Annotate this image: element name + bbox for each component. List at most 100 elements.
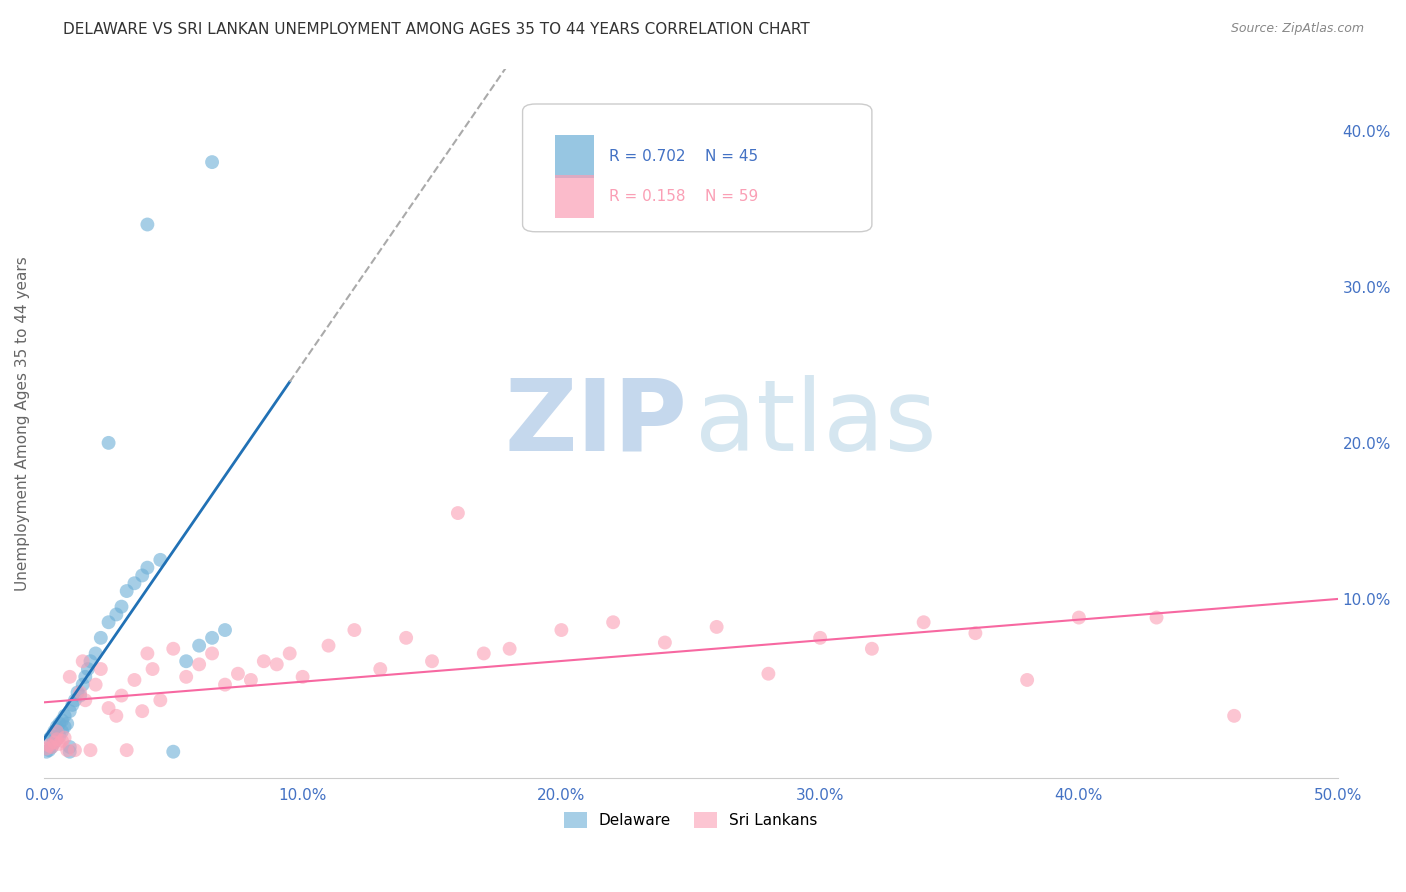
- Point: [72, 678, 94, 692]
- Point: [291, 670, 314, 684]
- Point: [808, 631, 831, 645]
- Point: [51, 724, 73, 739]
- Point: [278, 647, 301, 661]
- Point: [214, 623, 236, 637]
- Point: [131, 568, 153, 582]
- Point: [395, 631, 418, 645]
- Point: [56, 743, 79, 757]
- Point: [79, 743, 101, 757]
- Point: [35, 741, 58, 756]
- Point: [97, 701, 120, 715]
- Point: [45, 720, 67, 734]
- Point: [53, 731, 76, 745]
- Point: [48, 737, 70, 751]
- Point: [115, 584, 138, 599]
- Text: DELAWARE VS SRI LANKAN UNEMPLOYMENT AMONG AGES 35 TO 44 YEARS CORRELATION CHART: DELAWARE VS SRI LANKAN UNEMPLOYMENT AMON…: [63, 22, 810, 37]
- Point: [38, 732, 60, 747]
- Point: [105, 607, 128, 622]
- Point: [38, 743, 60, 757]
- Point: [472, 647, 495, 661]
- Point: [131, 704, 153, 718]
- Point: [45, 732, 67, 747]
- Point: [56, 716, 79, 731]
- Point: [136, 647, 159, 661]
- Point: [53, 720, 76, 734]
- Point: [188, 639, 211, 653]
- Point: [90, 631, 112, 645]
- Point: [84, 678, 107, 692]
- Point: [59, 670, 82, 684]
- Bar: [555, 175, 593, 218]
- Text: ZIP: ZIP: [503, 375, 688, 472]
- Point: [912, 615, 935, 630]
- Point: [72, 654, 94, 668]
- Y-axis label: Unemployment Among Ages 35 to 44 years: Unemployment Among Ages 35 to 44 years: [15, 256, 30, 591]
- Point: [447, 506, 470, 520]
- Point: [654, 635, 676, 649]
- Point: [1146, 610, 1168, 624]
- Legend: Delaware, Sri Lankans: Delaware, Sri Lankans: [558, 806, 824, 834]
- Point: [253, 654, 276, 668]
- Point: [239, 673, 262, 687]
- Point: [41, 739, 63, 754]
- Point: [35, 745, 58, 759]
- Point: [44, 735, 66, 749]
- Point: [201, 647, 224, 661]
- Point: [758, 666, 780, 681]
- Bar: [555, 136, 593, 178]
- Point: [1017, 673, 1039, 687]
- Point: [115, 743, 138, 757]
- Point: [90, 662, 112, 676]
- Point: [201, 155, 224, 169]
- Point: [162, 745, 184, 759]
- Point: [44, 724, 66, 739]
- Point: [201, 631, 224, 645]
- Point: [53, 709, 76, 723]
- Point: [41, 729, 63, 743]
- Point: [965, 626, 987, 640]
- Point: [110, 689, 132, 703]
- Point: [226, 666, 249, 681]
- Point: [214, 678, 236, 692]
- Point: [60, 698, 83, 712]
- Point: [48, 716, 70, 731]
- Point: [368, 662, 391, 676]
- Point: [105, 709, 128, 723]
- Point: [41, 739, 63, 754]
- Point: [84, 647, 107, 661]
- Point: [174, 670, 197, 684]
- Point: [136, 218, 159, 232]
- Point: [69, 685, 91, 699]
- Point: [149, 553, 172, 567]
- Point: [149, 693, 172, 707]
- Point: [266, 657, 288, 672]
- Point: [75, 693, 97, 707]
- Point: [550, 623, 572, 637]
- Point: [63, 693, 86, 707]
- Point: [136, 560, 159, 574]
- Point: [48, 729, 70, 743]
- Point: [75, 670, 97, 684]
- Text: R = 0.702    N = 45: R = 0.702 N = 45: [609, 149, 758, 164]
- Point: [124, 673, 146, 687]
- Point: [110, 599, 132, 614]
- Point: [59, 745, 82, 759]
- Point: [706, 620, 728, 634]
- FancyBboxPatch shape: [523, 104, 872, 232]
- Text: atlas: atlas: [695, 375, 936, 472]
- Point: [162, 641, 184, 656]
- Point: [498, 641, 520, 656]
- Text: Source: ZipAtlas.com: Source: ZipAtlas.com: [1230, 22, 1364, 36]
- Text: R = 0.158    N = 59: R = 0.158 N = 59: [609, 189, 758, 203]
- Point: [343, 623, 366, 637]
- Point: [124, 576, 146, 591]
- Point: [420, 654, 443, 668]
- Point: [1223, 709, 1246, 723]
- Point: [69, 689, 91, 703]
- Point: [44, 735, 66, 749]
- Point: [59, 739, 82, 754]
- Point: [66, 685, 89, 699]
- Point: [79, 654, 101, 668]
- Point: [1067, 610, 1090, 624]
- Point: [602, 615, 624, 630]
